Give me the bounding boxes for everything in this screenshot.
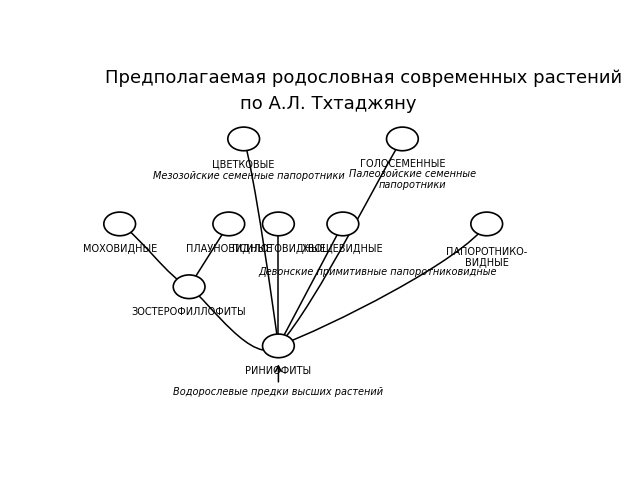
Text: ХВОЩЕВИДНЫЕ: ХВОЩЕВИДНЫЕ	[302, 244, 384, 254]
Circle shape	[173, 275, 205, 299]
Text: Предполагаемая родословная современных растений: Предполагаемая родословная современных р…	[105, 69, 622, 87]
Text: МОХОВИДНЫЕ: МОХОВИДНЫЕ	[83, 244, 157, 254]
Circle shape	[327, 212, 359, 236]
Text: Водорослевые предки высших растений: Водорослевые предки высших растений	[173, 387, 383, 397]
Text: по А.Л. Тхтаджяну: по А.Л. Тхтаджяну	[240, 95, 416, 113]
Text: РИНИОФИТЫ: РИНИОФИТЫ	[245, 366, 312, 376]
Circle shape	[387, 127, 419, 151]
Text: ПАПОРОТНИКО-
ВИДНЫЕ: ПАПОРОТНИКО- ВИДНЫЕ	[446, 247, 527, 268]
Text: Девонские примитивные папоротниковидные: Девонские примитивные папоротниковидные	[259, 267, 497, 277]
Text: Мезозойские семенные папоротники: Мезозойские семенные папоротники	[153, 171, 344, 181]
Circle shape	[262, 334, 294, 358]
Circle shape	[471, 212, 502, 236]
Text: ПСИЛОТОВИДНЫЕ: ПСИЛОТОВИДНЫЕ	[232, 244, 325, 254]
Text: ЗОСТЕРОФИЛЛОФИТЫ: ЗОСТЕРОФИЛЛОФИТЫ	[132, 307, 246, 317]
Circle shape	[104, 212, 136, 236]
Text: Палеозойские семенные
папоротники: Палеозойские семенные папоротники	[349, 169, 476, 191]
Circle shape	[228, 127, 260, 151]
Circle shape	[262, 212, 294, 236]
Text: ГОЛОСЕМЕННЫЕ: ГОЛОСЕМЕННЫЕ	[360, 159, 445, 169]
Text: ПЛАУНОВИДНЫЕ: ПЛАУНОВИДНЫЕ	[186, 244, 272, 254]
Text: ЦВЕТКОВЫЕ: ЦВЕТКОВЫЕ	[212, 159, 275, 169]
Circle shape	[213, 212, 244, 236]
